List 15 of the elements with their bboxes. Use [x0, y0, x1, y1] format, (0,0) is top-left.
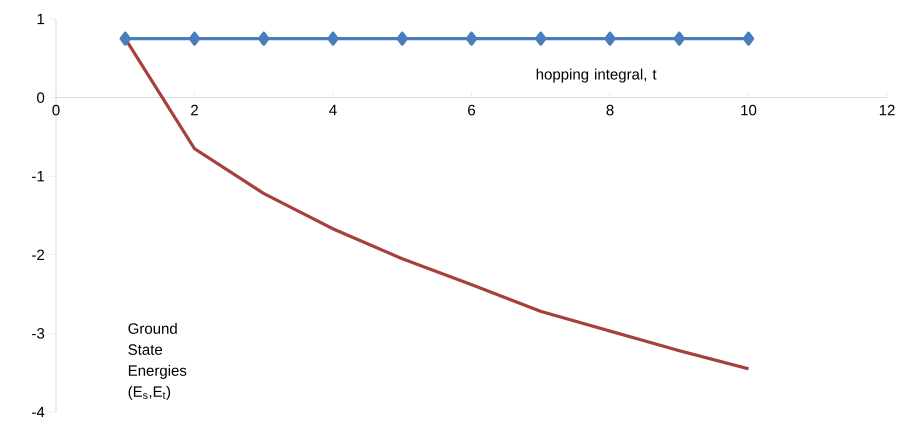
x-tick-label: 0: [52, 104, 60, 116]
x-tick-label: 12: [880, 104, 895, 116]
annotation: hopping integral, t: [536, 68, 656, 83]
y-tick-label: -4: [32, 406, 44, 418]
x-tick-label: 6: [468, 104, 476, 116]
y-tick-label: -2: [32, 250, 44, 260]
y-tick-label: -3: [32, 328, 44, 339]
y-tick-label: 1: [38, 14, 44, 24]
x-tick-label: 8: [606, 104, 614, 116]
x-tick-label: 2: [191, 104, 198, 116]
x-tick-label: 10: [741, 104, 756, 116]
y-tick-label: -1: [32, 171, 44, 182]
y-tick-label: 0: [37, 92, 44, 103]
x-tick-label: 4: [329, 104, 337, 116]
annotation: Ground State Energies (E$_{s}$,E$_{t}$): [128, 322, 186, 400]
